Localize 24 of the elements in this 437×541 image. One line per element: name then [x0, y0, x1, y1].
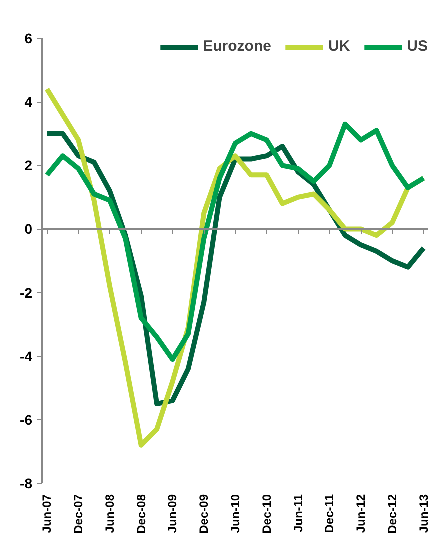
legend-label: UK [328, 38, 350, 55]
x-tick-label: Jun-11 [291, 494, 306, 533]
x-tick-label: Jun-07 [40, 494, 54, 534]
y-tick-label: 0 [24, 221, 33, 238]
x-tick-label: Jun-13 [416, 494, 431, 534]
x-tick-label: Dec-08 [134, 494, 148, 534]
x-tick-label: Jun-10 [228, 494, 242, 534]
x-tick-label: Jun-08 [102, 494, 117, 534]
x-tick-label: Dec-12 [385, 494, 400, 534]
y-tick-label: -8 [20, 476, 33, 492]
y-tick-label: -4 [20, 348, 33, 364]
y-tick-label: -6 [20, 412, 33, 428]
x-tick-label: Jun-12 [354, 494, 368, 534]
y-tick-label: -2 [20, 284, 33, 301]
x-tick-label: Dec-10 [260, 494, 274, 534]
x-tick-label: Jun-09 [166, 494, 180, 534]
x-tick-label: Dec-07 [72, 494, 86, 534]
x-tick-label: Dec-11 [322, 494, 337, 534]
x-tick-label: Dec-09 [197, 494, 212, 534]
y-tick-label: 6 [24, 30, 33, 46]
legend-label: US [407, 38, 428, 55]
y-tick-label: 2 [24, 158, 33, 174]
y-tick-label: 4 [24, 94, 33, 110]
legend-label: Eurozone [203, 38, 272, 55]
